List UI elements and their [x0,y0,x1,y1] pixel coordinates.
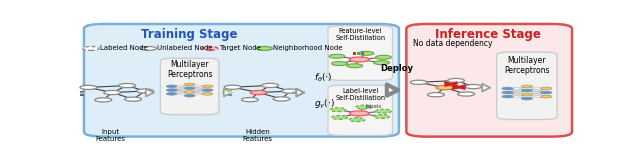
Bar [80,94,84,95]
Text: Training Stage: Training Stage [141,28,237,41]
Text: No data dependency: No data dependency [413,39,493,48]
Bar [361,52,364,55]
Text: Target Node: Target Node [219,45,260,52]
Text: Labeled Node: Labeled Node [100,45,148,52]
Circle shape [428,93,444,97]
Text: Label-level
Self-Distillation: Label-level Self-Distillation [335,88,385,101]
Circle shape [141,46,156,50]
Circle shape [224,85,241,89]
Circle shape [374,115,390,118]
Circle shape [502,87,513,90]
Text: Multilayer
Perceptrons: Multilayer Perceptrons [504,56,550,75]
Circle shape [166,93,177,95]
Circle shape [376,109,392,113]
Circle shape [118,83,136,88]
Text: labels: labels [365,104,381,109]
FancyBboxPatch shape [328,85,392,135]
Circle shape [166,85,177,88]
Bar [356,52,360,55]
Circle shape [202,85,213,88]
Circle shape [329,54,345,58]
Circle shape [521,89,532,92]
Circle shape [273,97,290,101]
FancyBboxPatch shape [328,26,392,80]
Text: Hidden
Features: Hidden Features [243,129,273,142]
Circle shape [262,83,278,87]
Bar [353,52,356,55]
Bar [80,91,84,92]
Text: Multilayer
Perceptrons: Multilayer Perceptrons [167,60,212,80]
Text: Neighborhood Node: Neighborhood Node [273,45,343,52]
FancyBboxPatch shape [406,24,572,137]
Circle shape [184,94,195,97]
Circle shape [541,87,552,90]
Bar [228,94,232,96]
Circle shape [521,93,532,96]
Circle shape [447,78,465,83]
Circle shape [136,89,154,93]
Circle shape [282,89,299,93]
Circle shape [241,98,259,102]
Circle shape [202,89,213,91]
Circle shape [184,83,195,86]
Circle shape [349,118,365,122]
Circle shape [436,86,453,90]
Text: $f_{\theta}(\cdot)$: $f_{\theta}(\cdot)$ [314,72,332,84]
Circle shape [349,111,369,116]
Bar [80,92,84,93]
Circle shape [80,85,97,90]
Bar [80,95,84,96]
Circle shape [349,57,369,62]
Circle shape [202,46,218,50]
Circle shape [374,61,390,65]
Circle shape [521,97,532,100]
Circle shape [521,85,532,88]
Circle shape [502,95,513,98]
Bar [365,52,368,55]
Circle shape [358,51,374,55]
Text: Feature-level
Self-Distillation: Feature-level Self-Distillation [335,28,385,41]
FancyBboxPatch shape [161,58,219,115]
Bar [228,93,232,94]
Text: Inference Stage: Inference Stage [435,28,541,41]
Circle shape [332,115,348,119]
FancyBboxPatch shape [497,52,557,119]
Circle shape [83,46,99,50]
Text: Input
Features: Input Features [96,129,125,142]
Text: $g_{\gamma}(\cdot)$: $g_{\gamma}(\cdot)$ [314,98,335,111]
Circle shape [95,98,112,102]
Circle shape [465,84,482,89]
Circle shape [184,91,195,93]
Circle shape [410,80,427,84]
Circle shape [502,91,513,94]
Circle shape [250,90,267,95]
Text: Deploy: Deploy [380,64,413,73]
Circle shape [332,62,348,66]
Text: Unlabeled Node: Unlabeled Node [157,45,213,52]
Circle shape [458,92,475,96]
Circle shape [376,55,392,59]
Circle shape [184,87,195,90]
Circle shape [541,91,552,94]
Circle shape [125,97,141,101]
Circle shape [202,93,213,95]
Bar [228,91,232,93]
Circle shape [347,64,363,68]
Circle shape [356,105,372,109]
Circle shape [166,89,177,91]
Bar [228,90,232,91]
Circle shape [541,95,552,98]
Circle shape [330,108,346,112]
FancyBboxPatch shape [84,24,399,137]
Circle shape [104,90,121,95]
Circle shape [257,46,273,50]
